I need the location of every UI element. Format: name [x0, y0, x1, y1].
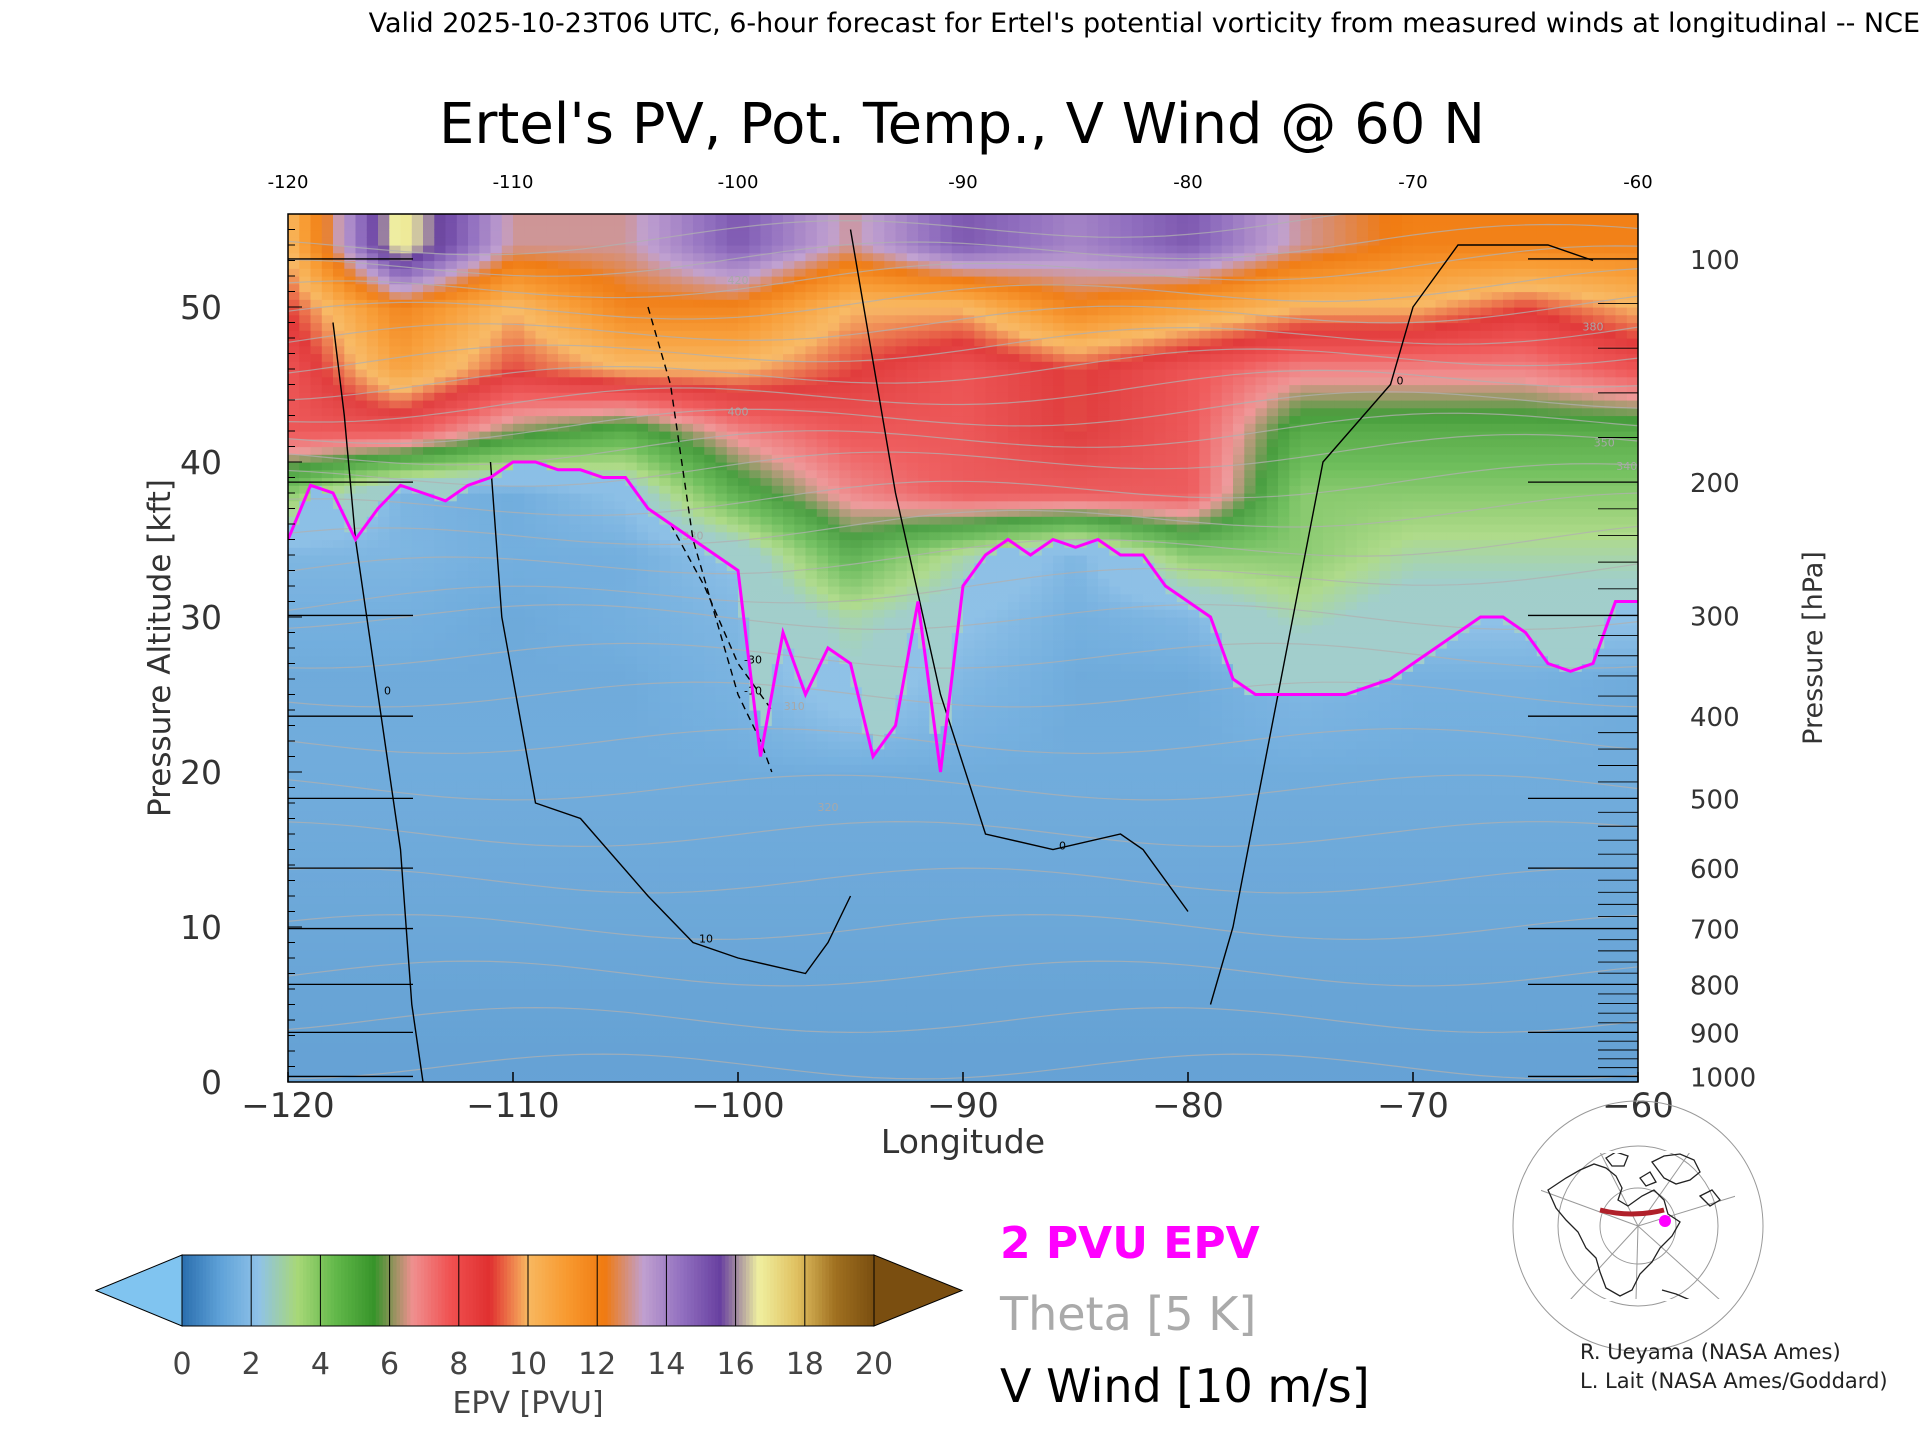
- chart-title: Ertel's PV, Pot. Temp., V Wind @ 60 N: [439, 92, 1485, 157]
- header-valid-line: Valid 2025-10-23T06 UTC, 6-hour forecast…: [369, 8, 1920, 39]
